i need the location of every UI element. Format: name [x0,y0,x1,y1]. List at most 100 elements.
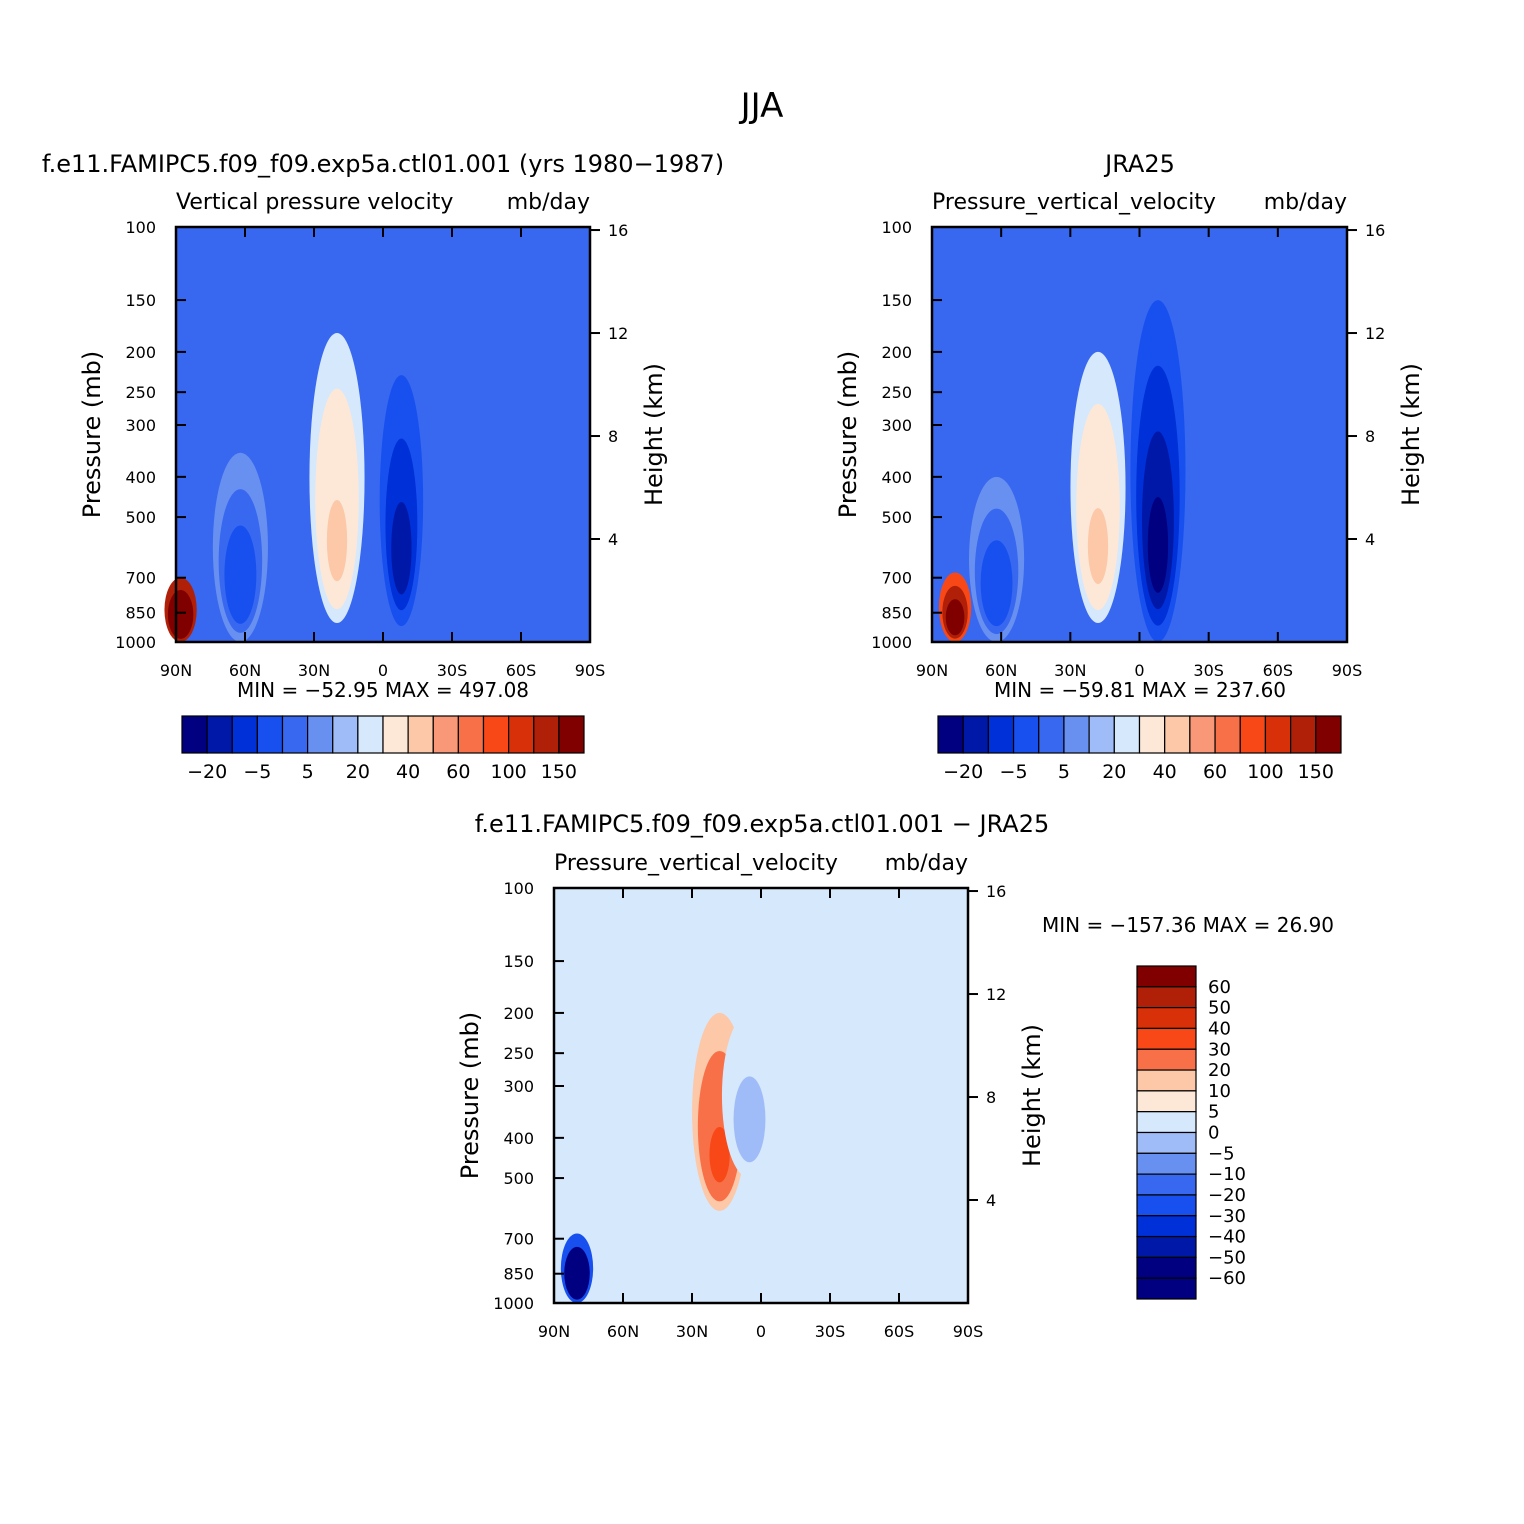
figure-title: JJA [739,86,784,126]
panel-1: f.e11.FAMIPC5.f09_f09.exp5a.ctl01.001 (y… [42,150,724,783]
colorbar-box [1136,1277,1197,1300]
x-tick-label: 60N [607,1322,639,1341]
colorbar-label: −30 [1208,1206,1246,1227]
field-feature-2-level-4 [1087,508,1109,584]
field-feature-2-level-4 [739,1108,760,1155]
y-tick-label: 500 [503,1169,534,1188]
colorbar-box [231,715,258,754]
panel-heading: f.e11.FAMIPC5.f09_f09.exp5a.ctl01.001 − … [475,810,1050,838]
colorbar-label: −5 [243,761,271,783]
colorbar-box [1136,986,1197,1009]
colorbar-label: 40 [396,761,420,783]
y2-tick-label: 12 [986,985,1006,1004]
y-tick-label: 200 [881,343,912,362]
x-tick-label: 0 [378,661,388,680]
x-tick-label: 60N [985,661,1017,680]
colorbar-box [1138,715,1166,754]
colorbar-box [1239,715,1267,754]
min-max-stats: MIN = −157.36 MAX = 26.90 [1042,913,1334,937]
x-tick-label: 90N [916,661,948,680]
x-tick-label: 30N [676,1322,708,1341]
colorbar-box [1136,1194,1197,1217]
colorbar-label: 5 [1058,761,1070,783]
y-tick-label: 400 [503,1129,534,1148]
y2-tick-label: 16 [1365,221,1385,240]
x-tick-label: 30S [437,661,468,680]
y-tick-label: 500 [125,508,156,527]
colorbar-label: 60 [1208,977,1231,998]
variable-label: Pressure_vertical_velocity [932,190,1216,215]
y-tick-label: 250 [503,1044,534,1063]
colorbar-label: 20 [346,761,370,783]
colorbar-label: 0 [1208,1123,1219,1144]
colorbar-box [1136,965,1197,988]
colorbar-box [1214,715,1241,754]
x-tick-label: 30N [1054,661,1086,680]
y-tick-label: 100 [503,879,534,898]
y-tick-label: 200 [503,1004,534,1023]
y2-tick-label: 8 [986,1088,996,1107]
y2-axis-label: Height (km) [640,363,668,506]
colorbar-box [357,715,384,754]
y2-tick-label: 8 [608,427,618,446]
colorbar-box [1113,715,1141,754]
field-feature-3-level-4 [571,1273,583,1293]
x-tick-label: 90S [1332,661,1363,680]
y2-tick-label: 4 [986,1191,996,1210]
units-label: mb/day [885,851,968,876]
colorbar-label: 100 [1247,761,1283,783]
y2-tick-label: 12 [1365,324,1385,343]
colorbar-label: −40 [1208,1227,1246,1248]
min-max-stats: MIN = −59.81 MAX = 237.60 [994,678,1286,702]
y-tick-label: 300 [125,416,156,435]
field-feature-3-level-4 [986,571,1007,619]
colorbar-label: −20 [187,761,227,783]
variable-label: Pressure_vertical_velocity [554,851,838,876]
colorbar-label: −50 [1208,1247,1246,1268]
y-tick-label: 150 [881,291,912,310]
colorbar-box [1136,1256,1197,1279]
colorbar-box [1136,1152,1197,1175]
colorbar-label: 60 [446,761,470,783]
colorbar-box [533,715,560,754]
y-tick-label: 850 [503,1265,534,1284]
colorbar-box [962,715,989,754]
colorbar-box [558,715,585,754]
colorbar-label: −20 [1208,1185,1246,1206]
colorbar-box [1136,1069,1197,1092]
field-feature-1-level-4 [709,1126,730,1183]
x-tick-label: 0 [756,1322,766,1341]
y-tick-label: 250 [125,383,156,402]
colorbar-box [1315,715,1342,754]
y-tick-label: 400 [125,468,156,487]
colorbar-label: 5 [302,761,314,783]
colorbar-box [1136,1235,1197,1258]
x-tick-label: 60S [1263,661,1294,680]
colorbar-label: 40 [1208,1018,1231,1039]
colorbar-box [281,715,309,754]
x-tick-label: 90S [575,661,606,680]
x-tick-label: 90N [538,1322,570,1341]
colorbar-box [1038,715,1065,754]
y-axis-label: Pressure (mb) [456,1012,484,1179]
colorbar-label: −20 [943,761,983,783]
colorbar-box [1136,1090,1197,1113]
x-tick-label: 30S [1193,661,1224,680]
colorbar-box [256,715,284,754]
colorbar-box [1136,1048,1197,1071]
colorbar-label: −10 [1208,1164,1246,1185]
colorbar-label: 20 [1102,761,1126,783]
y-tick-label: 700 [125,569,156,588]
panel-2: JRA25 Pressure_vertical_velocity mb/day 100… [834,150,1425,783]
y-tick-label: 200 [125,343,156,362]
y-tick-label: 1000 [871,633,912,652]
units-label: mb/day [507,190,590,215]
colorbar-label: −60 [1208,1268,1246,1289]
panel-3: f.e11.FAMIPC5.f09_f09.exp5a.ctl01.001 − … [456,810,1334,1341]
x-tick-label: 90N [160,661,192,680]
colorbar-label: 20 [1208,1060,1231,1081]
colorbar-box [407,715,434,754]
y-tick-label: 1000 [115,633,156,652]
colorbar-box [1164,715,1191,754]
